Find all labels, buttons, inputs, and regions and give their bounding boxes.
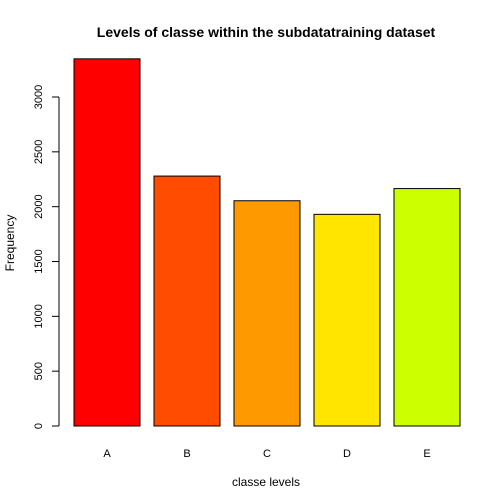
y-tick-label-1500: 1500 [33,249,45,273]
y-tick-label-2000: 2000 [33,194,45,218]
y-tick-label-0: 0 [33,423,45,429]
x-tick-label-b: B [183,448,190,460]
chart-title: Levels of classe within the subdatatrain… [97,24,436,40]
x-tick-label-a: A [103,448,111,460]
y-tick-label-500: 500 [33,362,45,380]
y-tick-label-2500: 2500 [33,140,45,164]
x-tick-labels: A B C D E [103,448,430,460]
x-tick-label-e: E [423,448,430,460]
bar-d [313,213,381,427]
y-tick-label-1000: 1000 [33,304,45,328]
bar-b [153,175,221,427]
x-tick-label-c: C [263,448,271,460]
bar-e [393,188,461,427]
y-tick-label-3000: 3000 [33,85,45,109]
x-axis-label: classe levels [232,475,300,489]
bar-c [233,200,301,427]
bar-a [73,58,141,427]
y-axis: 0 500 1000 1500 2000 2500 3000 [33,85,60,429]
x-tick-label-d: D [343,448,351,460]
y-axis-label: Frequency [3,215,17,272]
bars-group [73,58,461,427]
